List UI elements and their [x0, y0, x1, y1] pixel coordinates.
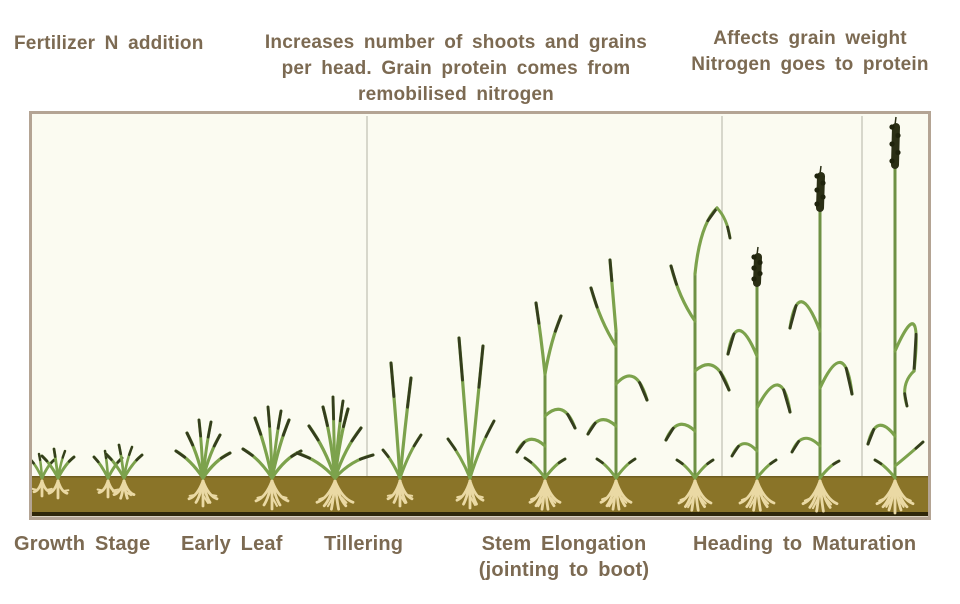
plant-stem-elongation-5 — [664, 206, 732, 512]
label-early-leaf: Early Leaf — [181, 533, 283, 555]
note-grain-weight: Affects grain weight Nitrogen goes to pr… — [660, 26, 960, 78]
plant-stem-elongation-1 — [381, 361, 423, 508]
note-line: Affects grain weight — [713, 28, 907, 49]
note-line: per head. Grain protein comes from — [281, 58, 631, 79]
plant-heading-2 — [788, 165, 854, 513]
label-growth-stage: Growth Stage — [14, 533, 151, 555]
soil-baseline — [32, 512, 928, 516]
soil-band — [32, 476, 928, 512]
label-heading-to-maturation: Heading to Maturation — [693, 533, 917, 555]
label-line: Stem Elongation — [481, 533, 647, 555]
plant-emergence-1b — [40, 447, 76, 500]
plant-heading-1 — [726, 246, 792, 512]
note-fertilizer-n-addition: Fertilizer N addition — [14, 33, 204, 54]
soil-top-edge — [32, 476, 928, 478]
soil-bottom-strip — [32, 516, 928, 517]
plant-stem-elongation-2 — [446, 336, 496, 510]
note-line: Nitrogen goes to protein — [691, 54, 929, 75]
plant-emergence-2b — [104, 443, 144, 500]
note-line: remobilised nitrogen — [358, 84, 554, 105]
plant-early-leaf-1 — [174, 418, 232, 508]
label-line: (jointing to boot) — [478, 559, 650, 581]
note-shoots-and-grains: Increases number of shoots and grains pe… — [240, 30, 672, 108]
plant-maturation — [866, 116, 925, 515]
note-line: Increases number of shoots and grains — [264, 32, 648, 53]
label-stem-elongation: Stem Elongation (jointing to boot) — [454, 531, 674, 583]
plant-tillering — [295, 395, 375, 511]
growth-stages-illustration — [32, 114, 928, 517]
plant-stem-elongation-4 — [586, 258, 649, 511]
plant-stem-elongation-3 — [515, 301, 577, 511]
plant-emergence-1a — [32, 452, 56, 498]
growth-stages-panel — [29, 111, 931, 520]
label-tillering: Tillering — [324, 533, 404, 555]
